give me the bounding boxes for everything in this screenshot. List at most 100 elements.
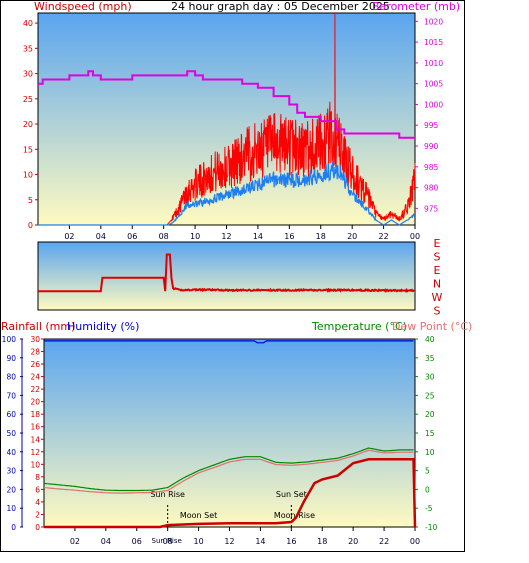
wind-x-tick-label: 06 — [127, 232, 137, 241]
wind-x-tick-label: 20 — [347, 232, 357, 241]
baro-y-tick-label: 1000 — [424, 100, 443, 109]
climate-x-tick-label: 20 — [348, 537, 358, 546]
barometer-axis-label: Barometer (mb) — [372, 0, 460, 13]
humidity-y-tick-label: 50 — [6, 429, 16, 438]
climate-panel: 0102030405060708090100024681012141618202… — [2, 335, 438, 546]
climate-x-tick-label: 14 — [255, 537, 265, 546]
wind-y-tick-label: 10 — [23, 171, 33, 180]
chart-title: 24 hour graph day : 05 December 2025 — [171, 0, 390, 13]
outer-frame — [0, 0, 465, 552]
wind-y-tick-label: 30 — [23, 70, 33, 79]
wind-x-tick-label: 12 — [221, 232, 231, 241]
direction-label: E — [434, 237, 441, 250]
direction-label: W — [432, 291, 443, 304]
barometer-series — [38, 70, 415, 139]
humidity-y-tick-label: 40 — [6, 448, 16, 457]
rain-y-tick-label: 22 — [30, 385, 40, 394]
direction-label: S — [434, 305, 441, 318]
direction-label: N — [433, 278, 441, 291]
rain-y-tick-label: 8 — [35, 473, 40, 482]
wind-x-tick-label: 14 — [253, 232, 263, 241]
wind-x-tick-label: 16 — [284, 232, 294, 241]
wind-y-tick-label: 35 — [23, 44, 33, 53]
temp-y-tick-label: 10 — [425, 448, 435, 457]
direction-label: S — [434, 251, 441, 264]
temp-y-tick-label: 15 — [425, 429, 435, 438]
temp-y-tick-label: 25 — [425, 391, 435, 400]
temp-y-tick-label: 20 — [425, 410, 435, 419]
wind-x-tick-label: 22 — [378, 232, 388, 241]
humidity-axis-label: Humidity (%) — [67, 320, 139, 333]
temp-y-tick-label: 30 — [425, 373, 435, 382]
baro-y-tick-label: 995 — [424, 121, 439, 130]
temp-y-tick-label: -10 — [425, 523, 437, 532]
rain-y-tick-label: 24 — [30, 373, 40, 382]
rain-y-tick-label: 30 — [30, 335, 40, 344]
rain-y-tick-label: 26 — [30, 360, 40, 369]
climate-x-tick-label: 02 — [70, 537, 80, 546]
rain-y-tick-label: 18 — [30, 410, 40, 419]
climate-x-tick-label: 10 — [193, 537, 203, 546]
baro-y-tick-label: 1015 — [424, 38, 443, 47]
sun-rise-axis-marker: Sun Rise — [152, 537, 182, 545]
climate-x-tick-label: 04 — [101, 537, 111, 546]
climate-x-tick-label: 16 — [286, 537, 296, 546]
temperature-axis-label: Temperature (°C) — [311, 320, 407, 333]
wind-y-tick-label: 40 — [23, 19, 33, 28]
temp-y-tick-label: 40 — [425, 335, 435, 344]
baro-y-tick-label: 985 — [424, 163, 439, 172]
humidity-y-tick-label: 80 — [6, 373, 16, 382]
rainfall-series — [44, 458, 417, 529]
climate-x-tick-label: 00 — [410, 537, 420, 546]
climate-x-tick-label: 12 — [224, 537, 234, 546]
sun-set-label: Sun Set — [276, 490, 307, 499]
windspeed-axis-label: Windspeed (mph) — [34, 0, 132, 13]
dewpoint-series — [43, 449, 414, 494]
rain-y-tick-label: 20 — [30, 398, 40, 407]
baro-y-tick-label: 980 — [424, 184, 439, 193]
rain-y-tick-label: 0 — [35, 523, 40, 532]
wind-direction-series — [38, 253, 415, 293]
humidity-y-tick-label: 60 — [6, 410, 16, 419]
wind-x-tick-label: 02 — [64, 232, 74, 241]
wind-x-tick-label: 18 — [316, 232, 326, 241]
temp-y-tick-label: 0 — [425, 485, 430, 494]
temp-y-tick-label: 35 — [425, 354, 435, 363]
rain-y-tick-label: 2 — [35, 510, 40, 519]
baro-y-tick-label: 1005 — [424, 80, 443, 89]
climate-x-tick-label: 22 — [379, 537, 389, 546]
wind-plot-area — [37, 12, 416, 226]
temp-y-tick-label: -5 — [425, 504, 433, 513]
wind-x-tick-label: 04 — [96, 232, 106, 241]
rain-y-tick-label: 4 — [35, 498, 40, 507]
climate-x-tick-label: 18 — [317, 537, 327, 546]
humidity-series — [44, 340, 414, 344]
temp-y-tick-label: 5 — [425, 467, 430, 476]
dewpoint-axis-label: Dew Point (°C) — [392, 320, 472, 333]
rain-y-tick-label: 14 — [30, 435, 40, 444]
wind-x-tick-label: 00 — [410, 232, 420, 241]
direction-label: E — [434, 264, 441, 277]
climate-x-tick-label: 08 — [163, 537, 173, 546]
rain-y-tick-label: 16 — [30, 423, 40, 432]
rain-y-tick-label: 28 — [30, 348, 40, 357]
humidity-y-tick-label: 0 — [11, 523, 16, 532]
rain-y-tick-label: 10 — [30, 460, 40, 469]
baro-y-tick-label: 975 — [424, 204, 439, 213]
wind-y-tick-label: 0 — [28, 221, 33, 230]
wind-y-tick-label: 20 — [23, 120, 33, 129]
humidity-y-tick-label: 70 — [6, 391, 16, 400]
climate-x-tick-label: 06 — [132, 537, 142, 546]
wind-y-tick-label: 5 — [28, 196, 33, 205]
sun-rise-label: Sun Rise — [150, 490, 185, 499]
wind-x-tick-label: 10 — [190, 232, 200, 241]
wind-x-tick-label: 08 — [159, 232, 169, 241]
climate-plot-area — [43, 338, 416, 528]
rainfall-axis-label: Rainfall (mm) — [1, 320, 75, 333]
humidity-y-tick-label: 20 — [6, 485, 16, 494]
windspeed-series — [38, 160, 416, 226]
baro-y-tick-label: 1020 — [424, 17, 443, 26]
rain-y-tick-label: 6 — [35, 485, 40, 494]
